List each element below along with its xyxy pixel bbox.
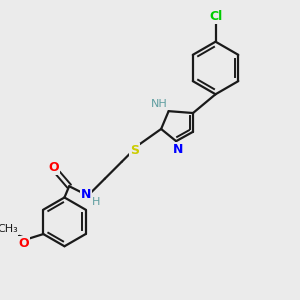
Text: H: H: [92, 197, 100, 207]
Text: NH: NH: [151, 99, 168, 109]
Text: N: N: [81, 188, 91, 201]
Text: S: S: [130, 144, 139, 157]
Text: N: N: [173, 143, 183, 156]
Text: O: O: [48, 161, 58, 174]
Text: Cl: Cl: [209, 10, 222, 23]
Text: O: O: [18, 237, 29, 250]
Text: CH₃: CH₃: [0, 224, 18, 234]
